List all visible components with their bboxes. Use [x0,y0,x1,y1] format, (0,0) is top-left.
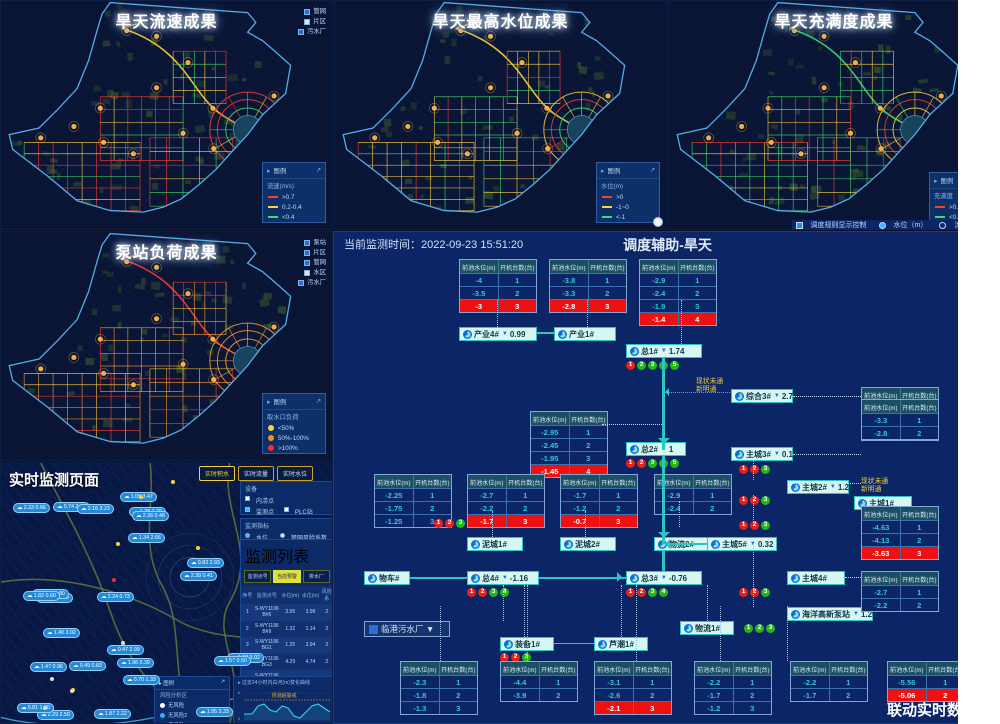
svg-text:6: 6 [238,690,241,695]
svg-text:0: 0 [238,716,241,721]
